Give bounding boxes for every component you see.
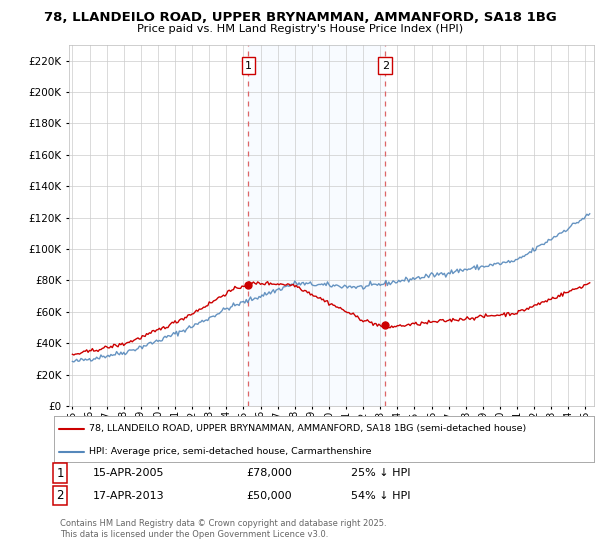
Text: 2: 2 — [56, 489, 64, 502]
Bar — [248, 45, 385, 406]
Text: 15-APR-2005: 15-APR-2005 — [93, 468, 164, 478]
Text: Contains HM Land Registry data © Crown copyright and database right 2025.
This d: Contains HM Land Registry data © Crown c… — [60, 519, 386, 539]
Text: 25% ↓ HPI: 25% ↓ HPI — [351, 468, 410, 478]
Text: 1: 1 — [245, 60, 252, 71]
Text: £78,000: £78,000 — [246, 468, 292, 478]
Text: 78, LLANDEILO ROAD, UPPER BRYNAMMAN, AMMANFORD, SA18 1BG: 78, LLANDEILO ROAD, UPPER BRYNAMMAN, AMM… — [44, 11, 556, 24]
Text: £50,000: £50,000 — [246, 491, 292, 501]
Text: 78, LLANDEILO ROAD, UPPER BRYNAMMAN, AMMANFORD, SA18 1BG (semi-detached house): 78, LLANDEILO ROAD, UPPER BRYNAMMAN, AMM… — [89, 424, 526, 433]
Text: Price paid vs. HM Land Registry's House Price Index (HPI): Price paid vs. HM Land Registry's House … — [137, 24, 463, 34]
Text: 17-APR-2013: 17-APR-2013 — [93, 491, 164, 501]
Text: HPI: Average price, semi-detached house, Carmarthenshire: HPI: Average price, semi-detached house,… — [89, 447, 371, 456]
Text: 54% ↓ HPI: 54% ↓ HPI — [351, 491, 410, 501]
Text: 2: 2 — [382, 60, 389, 71]
Text: 1: 1 — [56, 466, 64, 480]
